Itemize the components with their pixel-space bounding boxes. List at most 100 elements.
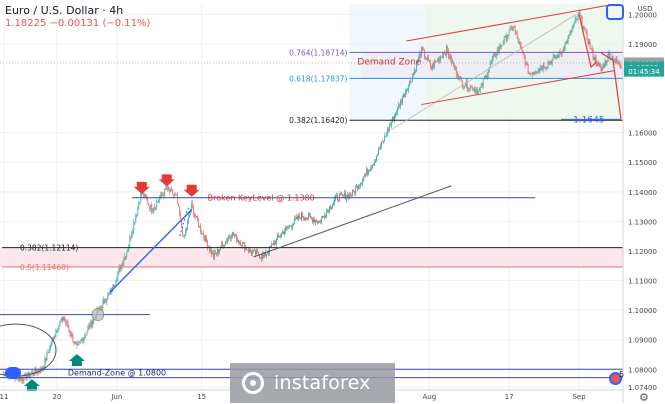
candle-body [196,216,198,218]
candle-body [359,185,360,187]
candle-body [128,244,130,249]
candle-body [390,125,391,126]
candle-body [258,252,259,256]
candle-body [593,58,595,60]
symbol-title[interactable]: Euro / U.S. Dollar · 4h [5,4,124,17]
fib-level-label: 0.382(1.12114) [20,244,78,253]
candle-body [383,141,384,142]
candle-body [334,199,335,203]
candle-body [113,284,115,287]
candle-body [479,87,481,90]
candle-body [614,60,616,62]
candle-body [409,80,411,82]
candle-body [349,194,350,199]
candle-body [577,13,579,20]
candle-body [537,71,539,72]
fib-level-label: 0.5(1.11460) [20,263,69,272]
candle-body [415,62,417,72]
candle-body [74,341,76,344]
candle-body [500,45,502,48]
candle-body [35,368,37,373]
candle-body [498,45,500,51]
candle-body [538,69,540,72]
candle-body [55,330,57,336]
candle-body [361,182,362,184]
candle-body [213,253,215,259]
candle-body [25,373,27,380]
candle-body [129,237,131,245]
candle-body [619,63,621,68]
candle-body [116,280,118,283]
candle-body [532,72,534,75]
candle-body [127,248,129,253]
fullscreen-icon[interactable] [606,4,624,20]
candle-body [118,269,120,274]
candle-body [568,34,570,36]
candle-body [403,93,405,97]
candle-body [188,216,190,222]
fib-level-label: 0.618(1.17837) [289,74,347,83]
candle-body [192,203,194,208]
candle-body [582,26,584,30]
candle-body [194,214,196,216]
candle-body [91,320,93,326]
candle-body [463,86,465,87]
candle-body [271,244,272,247]
candle-body [493,52,495,55]
candle-body [250,249,251,252]
candle-body [104,299,106,303]
candle-body [583,28,585,30]
candle-body [59,322,61,326]
candle-body [286,227,287,228]
candle-body [605,60,607,63]
candle-body [280,235,281,238]
candle-body [273,243,274,246]
candle-body [358,186,359,190]
candle-body [117,273,119,281]
candle-body [515,31,517,33]
price-change: −0.00131 (−0.11%) [49,18,151,29]
candle-body [193,207,195,215]
candle-body [207,242,209,248]
candle-body [347,194,348,198]
candle-body [581,16,583,27]
candle-body [243,242,244,244]
candle-body [246,246,247,250]
x-tick-label: 20 [52,393,61,401]
candle-body [67,322,69,328]
candle-body [571,28,573,33]
candle-body [446,46,448,52]
candle-body [34,368,36,376]
candle-body [364,175,365,178]
candle-body [101,307,103,308]
candle-body [292,226,293,228]
candle-body [297,216,298,220]
candle-body [73,341,75,344]
y-tick-label: 1.12000 [628,248,657,256]
candle-body [60,320,62,323]
candle-body [609,53,611,59]
candle-body [553,55,555,57]
candle-body [508,30,510,36]
candle-body [355,187,356,193]
y-tick-label: 1.11000 [628,278,657,286]
candle-body [486,74,488,79]
candle-body [303,216,304,218]
candle-body [160,194,162,199]
candle-body [576,19,578,20]
candle-body [50,345,52,347]
cloud-icon[interactable] [5,367,21,379]
candle-body [360,182,361,186]
candle-body [200,226,202,232]
candle-body [612,56,614,62]
candle-body [278,235,279,237]
candle-body [497,49,499,51]
candle-body [157,201,159,203]
candle-body [560,53,562,55]
gear-icon[interactable]: ⚙ [639,391,649,404]
candle-body [502,43,504,46]
candle-body [319,220,320,222]
annotation-label: Demand Zone [357,58,421,68]
